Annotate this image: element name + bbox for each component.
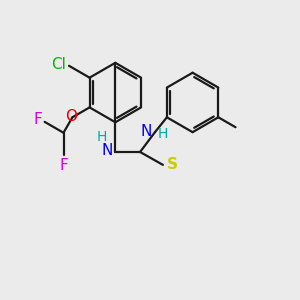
Text: H: H	[158, 127, 168, 141]
Text: N: N	[102, 142, 113, 158]
Text: F: F	[59, 158, 68, 172]
Text: O: O	[65, 109, 77, 124]
Text: H: H	[97, 130, 107, 144]
Text: Cl: Cl	[51, 57, 66, 72]
Text: F: F	[34, 112, 43, 128]
Text: N: N	[141, 124, 152, 139]
Text: S: S	[167, 158, 178, 172]
